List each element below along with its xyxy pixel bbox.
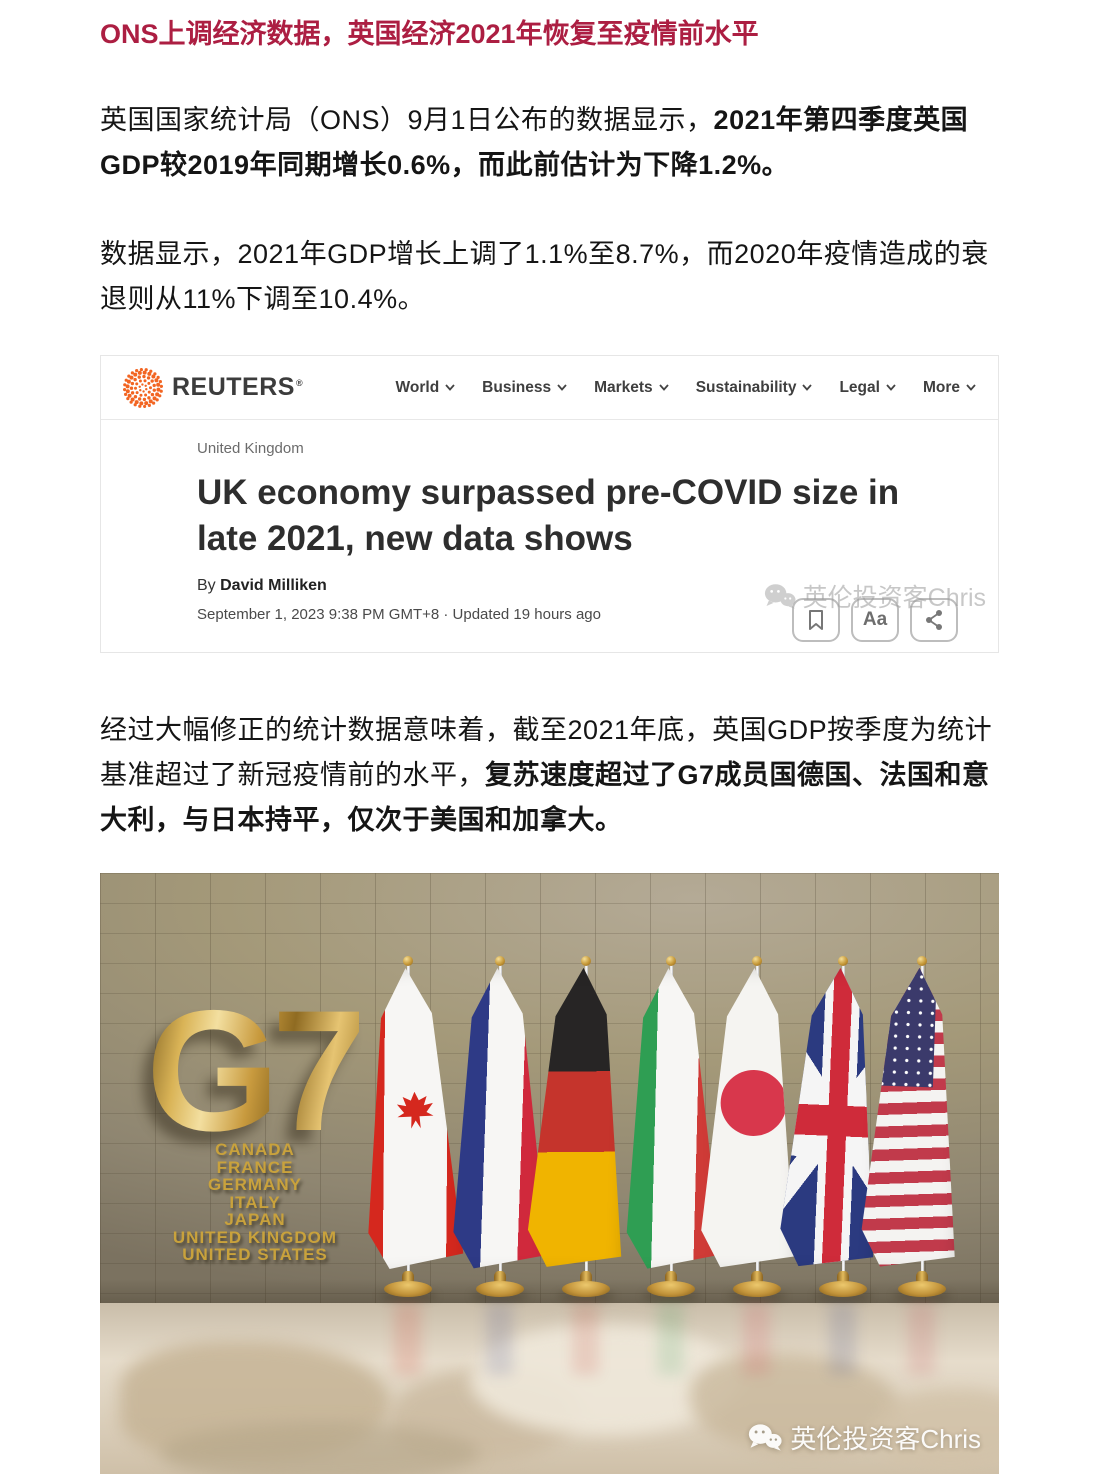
paragraph-1: 英国国家统计局（ONS）9月1日公布的数据显示，2021年第四季度英国GDP较2… xyxy=(100,98,1001,188)
paragraph-3: 经过大幅修正的统计数据意味着，截至2021年底，英国GDP按季度为统计基准超过了… xyxy=(100,708,1001,843)
nav-item-markets[interactable]: Markets xyxy=(594,379,669,397)
flag-reflection xyxy=(908,1303,935,1375)
article-title: ONS上调经济数据，英国经济2021年恢复至疫情前水平 xyxy=(100,19,759,49)
paragraph-2: 数据显示，2021年GDP增长上调了1.1%至8.7%，而2020年疫情造成的衰… xyxy=(100,232,1001,322)
chevron-down-icon xyxy=(557,384,567,391)
g7-gold-logo: G7 xyxy=(146,975,367,1167)
map-shape xyxy=(160,1423,480,1474)
reuters-byline: By David Milliken xyxy=(197,577,327,594)
flag-finial xyxy=(581,956,591,966)
flag-stand xyxy=(384,1281,432,1297)
nav-item-world[interactable]: World xyxy=(396,379,456,397)
map-shape xyxy=(870,1389,999,1469)
flag-reflection xyxy=(743,1303,770,1375)
registered-mark: ® xyxy=(295,377,304,388)
flag-finial xyxy=(495,956,505,966)
flag-stand xyxy=(647,1281,695,1297)
country-label: FRANCE xyxy=(216,1157,294,1177)
reuters-dateline: September 1, 2023 9:38 PM GMT+8 · Update… xyxy=(197,606,601,623)
map-shape xyxy=(690,1353,900,1453)
nav-item-more[interactable]: More xyxy=(923,379,976,397)
reuters-logo-icon xyxy=(123,367,163,408)
reuters-brand-text: REUTERS® xyxy=(172,373,304,401)
g7-flags-photo[interactable]: G7 CANADA FRANCE GERMANY ITALY JAPAN UNI… xyxy=(100,873,999,1474)
flag-stand xyxy=(476,1281,524,1297)
country-label: CANADA xyxy=(215,1140,295,1159)
country-label: UNITED STATES xyxy=(182,1245,328,1264)
country-label: JAPAN xyxy=(224,1210,286,1229)
reuters-action-bar: Aa xyxy=(792,598,958,642)
nav-item-business[interactable]: Business xyxy=(482,379,567,397)
flag-stand xyxy=(562,1281,610,1297)
flag-finial xyxy=(403,956,413,966)
flag-reflection xyxy=(572,1303,599,1375)
reuters-article-screenshot[interactable]: REUTERS® World Business Markets Sustaina… xyxy=(100,355,999,653)
flag-finial xyxy=(838,956,848,966)
flag-stand xyxy=(819,1281,867,1297)
watermark-text: 英伦投资客Chris xyxy=(790,1424,981,1454)
paragraph-2-regular: 数据显示，2021年GDP增长上调了1.1%至8.7%，而2020年疫情造成的衰… xyxy=(100,239,989,314)
reuters-article-body: United Kingdom UK economy surpassed pre-… xyxy=(101,420,998,652)
flag-reflection xyxy=(829,1303,856,1375)
flag-finial xyxy=(666,956,676,966)
flag-reflection xyxy=(657,1303,684,1375)
bookmark-button[interactable] xyxy=(792,598,840,642)
country-label: ITALY xyxy=(229,1192,281,1212)
font-size-button[interactable]: Aa xyxy=(851,598,899,642)
maple-leaf-icon xyxy=(394,1091,436,1133)
flag-finial xyxy=(752,956,762,966)
reuters-headline: UK economy surpassed pre-COVID size in l… xyxy=(197,473,900,558)
share-icon xyxy=(926,610,942,630)
chevron-down-icon xyxy=(445,384,455,391)
marble-map-floor xyxy=(100,1303,999,1474)
flag-finial xyxy=(917,956,927,966)
paragraph-3-bold: 复苏速度超过了G7成员国德国、法国和意大利，与日本持平，仅次于美国和加拿大。 xyxy=(100,760,990,835)
g7-country-list: CANADA FRANCE GERMANY ITALY JAPAN UNITED… xyxy=(115,1141,395,1264)
reuters-section-label[interactable]: United Kingdom xyxy=(197,440,304,457)
paragraph-1-bold: 2021年第四季度英国GDP较2019年同期增长0.6%，而此前估计为下降1.2… xyxy=(100,105,969,180)
flag-reflection xyxy=(394,1303,421,1375)
country-label: GERMANY xyxy=(208,1175,302,1194)
flag-stand xyxy=(733,1281,781,1297)
reuters-logo[interactable]: REUTERS® xyxy=(123,367,304,408)
chevron-down-icon xyxy=(659,384,669,391)
flag-reflection xyxy=(486,1303,513,1375)
flag-stand xyxy=(898,1281,946,1297)
reuters-nav: World Business Markets Sustainability Le… xyxy=(396,379,976,397)
bookmark-icon xyxy=(809,610,823,630)
reuters-header: REUTERS® World Business Markets Sustaina… xyxy=(101,356,998,420)
paragraph-1-regular: 英国国家统计局（ONS）9月1日公布的数据显示， xyxy=(100,105,714,135)
country-label: UNITED KINGDOM xyxy=(172,1227,338,1247)
font-size-icon: Aa xyxy=(862,609,888,630)
chevron-down-icon xyxy=(802,384,813,391)
nav-item-legal[interactable]: Legal xyxy=(839,379,896,397)
wechat-icon xyxy=(749,1424,782,1451)
watermark-overlay: 英伦投资客Chris xyxy=(748,1419,981,1456)
chevron-down-icon xyxy=(886,384,896,391)
reuters-author[interactable]: David Milliken xyxy=(220,577,327,594)
chevron-down-icon xyxy=(966,384,976,391)
nav-item-sustainability[interactable]: Sustainability xyxy=(696,379,813,397)
paragraph-3-regular: 经过大幅修正的统计数据意味着，截至2021年底，英国GDP按季度为统计基准超过了… xyxy=(100,715,993,790)
share-button[interactable] xyxy=(910,598,958,642)
